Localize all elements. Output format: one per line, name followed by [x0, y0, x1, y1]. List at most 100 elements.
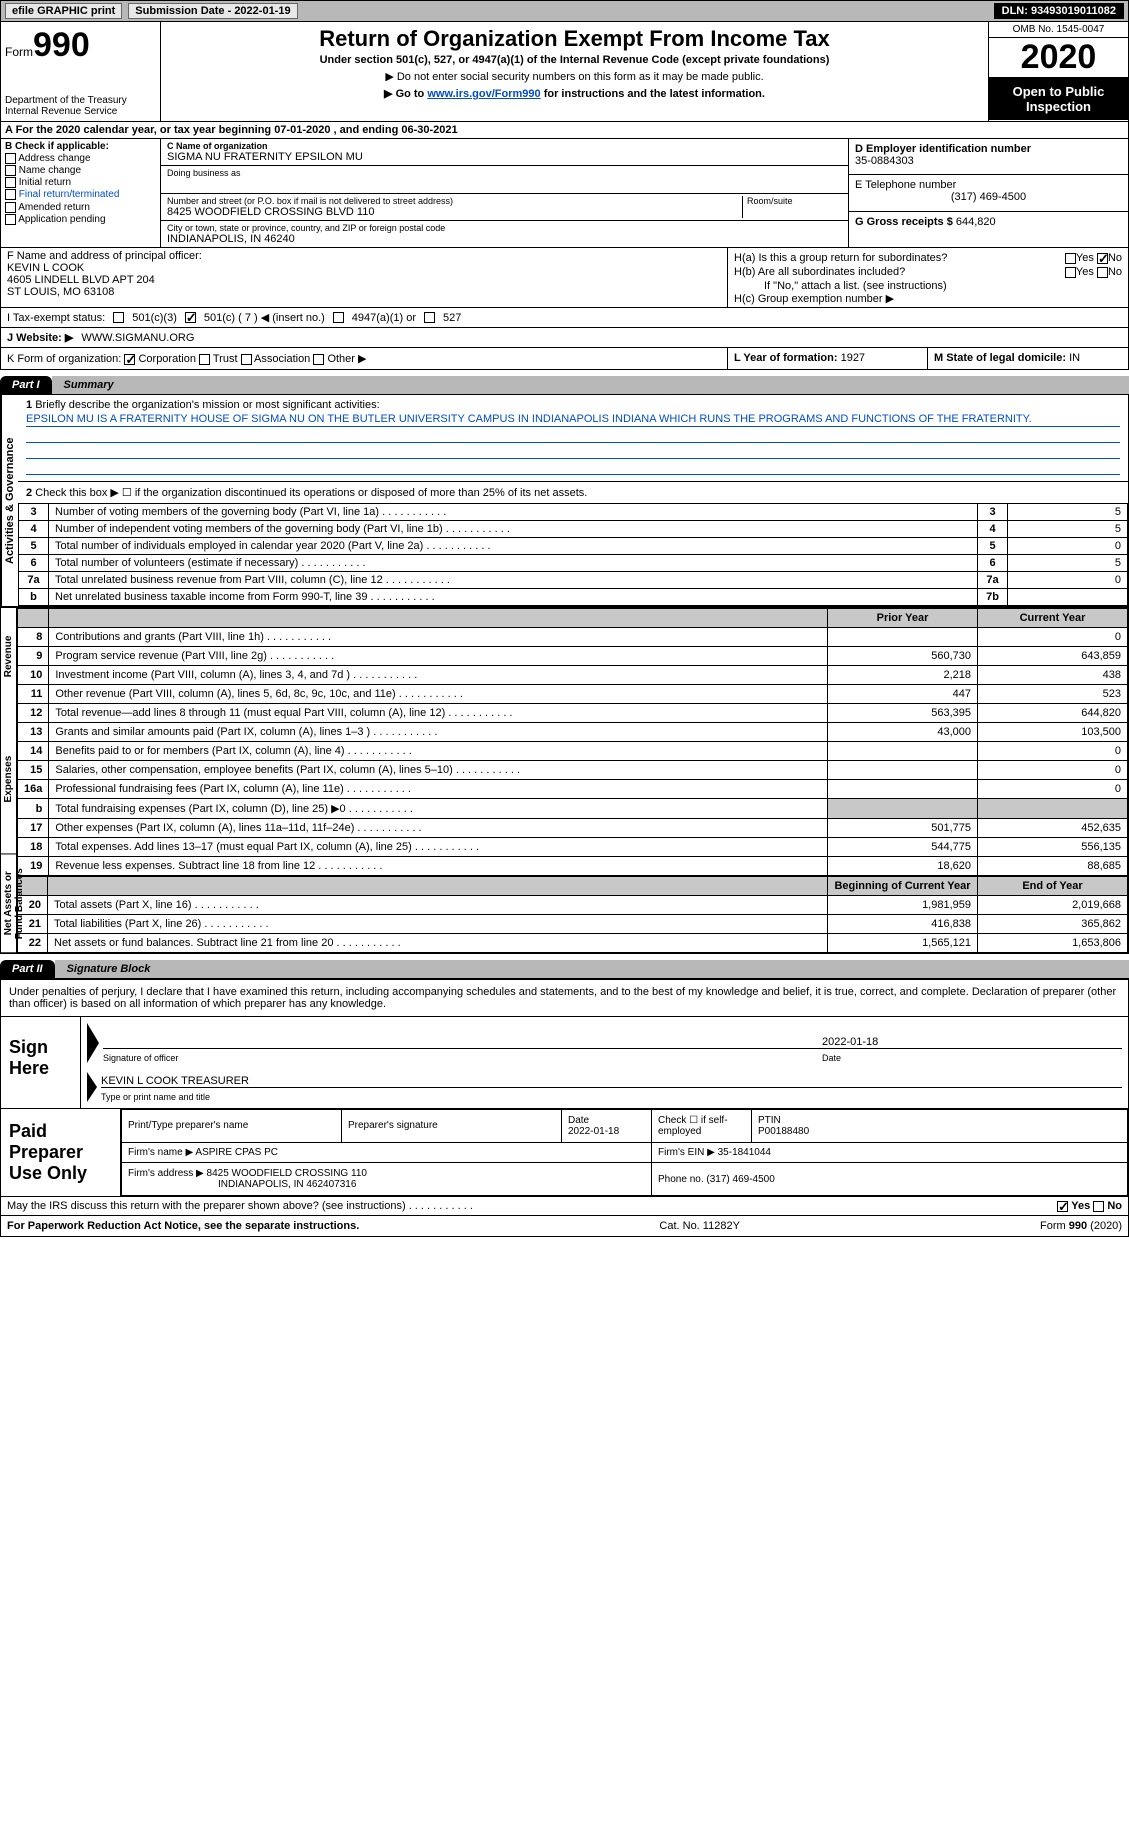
line-k: K Form of organization: Corporation Trus…: [1, 348, 728, 369]
chk-initial[interactable]: Initial return: [5, 177, 156, 188]
fin-py: 43,000: [828, 723, 978, 742]
footer: For Paperwork Reduction Act Notice, see …: [0, 1216, 1129, 1237]
form-number-cell: Form990 Department of the Treasury Inter…: [1, 22, 161, 121]
hb-yes[interactable]: [1065, 267, 1076, 278]
room-label: Room/suite: [747, 196, 842, 206]
discuss-no[interactable]: [1093, 1201, 1104, 1212]
g-label: G Gross receipts $: [855, 216, 953, 228]
i-4947[interactable]: [333, 312, 344, 323]
form-title: Return of Organization Exempt From Incom…: [169, 26, 980, 52]
discuss-yes[interactable]: [1057, 1201, 1068, 1212]
i-label: I Tax-exempt status:: [7, 312, 105, 324]
fin-text: Total fundraising expenses (Part IX, col…: [49, 799, 828, 819]
discuss-no-label: No: [1107, 1200, 1122, 1212]
efile-button[interactable]: efile GRAPHIC print: [5, 3, 122, 19]
firm-addr-l: Firm's address ▶: [128, 1168, 204, 1179]
dba-label: Doing business as: [167, 168, 842, 178]
hb-no-label: No: [1108, 266, 1122, 278]
i-527[interactable]: [424, 312, 435, 323]
k-assoc[interactable]: [241, 354, 252, 365]
k-trust-label: Trust: [213, 353, 238, 365]
net-boy: 1,981,959: [828, 896, 978, 915]
line-num: 6: [19, 555, 49, 572]
fin-num: 16a: [18, 780, 49, 799]
tax-year: 2020: [989, 38, 1128, 78]
fin-text: Salaries, other compensation, employee b…: [49, 761, 828, 780]
chk-amended-label: Amended return: [18, 202, 90, 213]
net-text: Total liabilities (Part X, line 26): [48, 915, 828, 934]
chk-address-label: Address change: [18, 153, 90, 164]
chk-address[interactable]: Address change: [5, 153, 156, 164]
side-governance: Activities & Governance: [1, 395, 18, 606]
gross-receipts: 644,820: [956, 216, 996, 228]
hb-no[interactable]: [1097, 267, 1108, 278]
line-num: b: [19, 589, 49, 606]
goto-post: for instructions and the latest informat…: [541, 88, 765, 100]
firm-phone-v: (317) 469-4500: [706, 1174, 774, 1185]
firm-phone-l: Phone no.: [658, 1174, 704, 1185]
py-header: Prior Year: [828, 609, 978, 628]
chk-pending[interactable]: Application pending: [5, 214, 156, 225]
fin-text: Contributions and grants (Part VIII, lin…: [49, 628, 828, 647]
mission-text: EPSILON MU IS A FRATERNITY HOUSE OF SIGM…: [26, 413, 1120, 427]
sig-date: 2022-01-18: [822, 1036, 1122, 1048]
line-text: Number of independent voting members of …: [49, 521, 978, 538]
i-501c[interactable]: [185, 312, 196, 323]
fin-cy: 0: [978, 761, 1128, 780]
k-corp[interactable]: [124, 354, 135, 365]
open-public-label: Open to Public Inspection: [989, 78, 1128, 120]
fin-num: 14: [18, 742, 49, 761]
q1-label: Briefly describe the organization's miss…: [35, 399, 379, 411]
k-other[interactable]: [313, 354, 324, 365]
fgh-row: F Name and address of principal officer:…: [0, 248, 1129, 308]
ha-yes[interactable]: [1065, 253, 1076, 264]
phone-value: (317) 469-4500: [855, 191, 1122, 203]
part1-header: Part I Summary: [0, 376, 1129, 394]
firm-ein-v: 35-1841044: [718, 1147, 771, 1158]
fin-cy: 452,635: [978, 819, 1128, 838]
fin-num: 11: [18, 685, 49, 704]
arrow-icon: [87, 1023, 99, 1063]
line-num: 4: [19, 521, 49, 538]
i-501c3[interactable]: [113, 312, 124, 323]
chk-amended[interactable]: Amended return: [5, 202, 156, 213]
ptin-v: P00188480: [758, 1126, 809, 1137]
j-label: J Website: ▶: [7, 331, 73, 344]
net-text: Total assets (Part X, line 16): [48, 896, 828, 915]
info-grid: B Check if applicable: Address change Na…: [0, 139, 1129, 248]
footer-mid: Cat. No. 11282Y: [659, 1220, 740, 1232]
i-501c-label: 501(c) ( 7 ) ◀ (insert no.): [204, 311, 325, 324]
net-eoy: 2,019,668: [978, 896, 1128, 915]
fin-cy: 438: [978, 666, 1128, 685]
net-table: Beginning of Current YearEnd of Year 20T…: [17, 876, 1128, 953]
fin-text: Total revenue—add lines 8 through 11 (mu…: [49, 704, 828, 723]
k-trust[interactable]: [199, 354, 210, 365]
title-cell: Return of Organization Exempt From Incom…: [161, 22, 988, 121]
fin-num: 17: [18, 819, 49, 838]
year-cell: OMB No. 1545-0047 2020 Open to Public In…: [988, 22, 1128, 121]
fin-cy: 556,135: [978, 838, 1128, 857]
sig-officer-label: Signature of officer: [103, 1053, 822, 1063]
chk-final[interactable]: Final return/terminated: [5, 189, 156, 200]
submission-date-button[interactable]: Submission Date - 2022-01-19: [128, 3, 297, 19]
city-label: City or town, state or province, country…: [167, 223, 842, 233]
fin-text: Revenue less expenses. Subtract line 18 …: [49, 857, 828, 876]
ein-value: 35-0884303: [855, 155, 1122, 167]
irs-link[interactable]: www.irs.gov/Form990: [427, 88, 540, 100]
line-box: 7a: [978, 572, 1008, 589]
chk-name[interactable]: Name change: [5, 165, 156, 176]
fin-py: 447: [828, 685, 978, 704]
fin-text: Grants and similar amounts paid (Part IX…: [49, 723, 828, 742]
chk-final-label: Final return/terminated: [19, 190, 120, 201]
officer-addr2: ST LOUIS, MO 63108: [7, 286, 721, 298]
k-other-label: Other ▶: [327, 353, 366, 365]
city-value: INDIANAPOLIS, IN 46240: [167, 233, 842, 245]
fin-py: 563,395: [828, 704, 978, 723]
ptin-l: PTIN: [758, 1115, 781, 1126]
line-i: I Tax-exempt status: 501(c)(3) 501(c) ( …: [0, 308, 1129, 328]
street-label: Number and street (or P.O. box if mail i…: [167, 196, 742, 206]
k-corp-label: Corporation: [138, 353, 195, 365]
fin-text: Program service revenue (Part VIII, line…: [49, 647, 828, 666]
ha-no[interactable]: [1097, 253, 1108, 264]
i-527-label: 527: [443, 312, 461, 324]
